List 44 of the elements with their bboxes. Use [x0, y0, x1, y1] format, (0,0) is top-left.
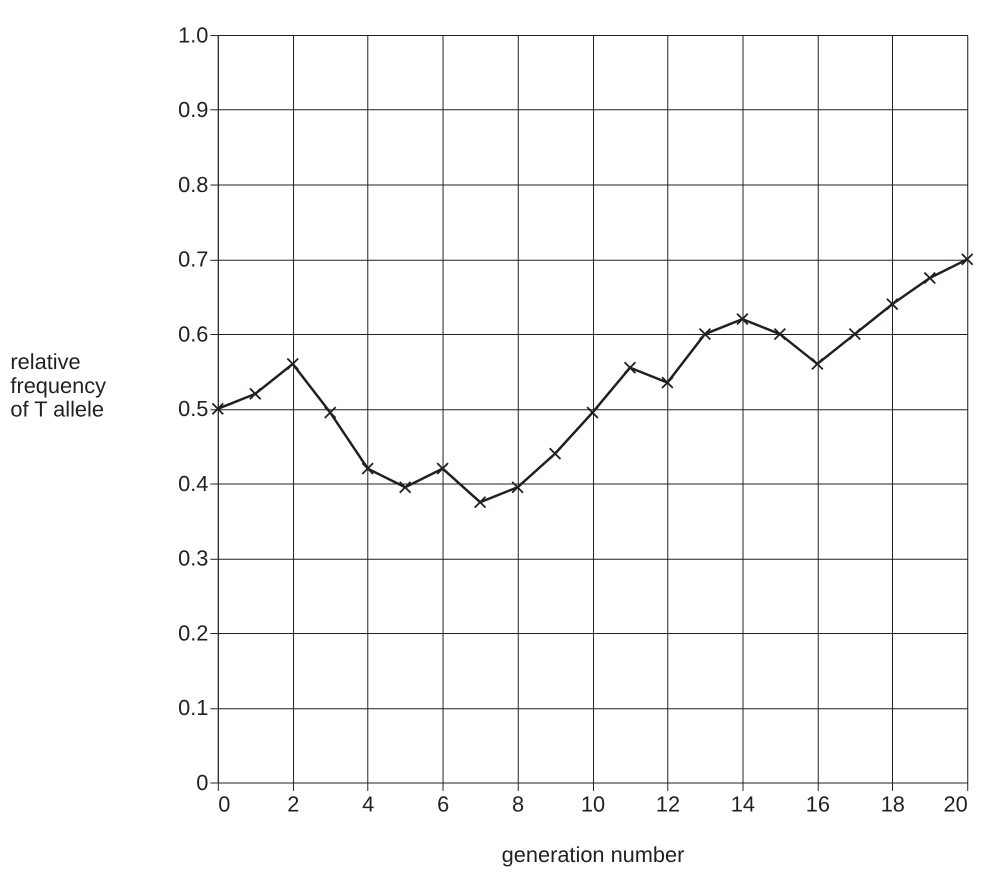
point [624, 361, 636, 374]
y-tick-label: 0.5 [178, 396, 208, 422]
point [736, 312, 749, 326]
point [511, 480, 524, 494]
x-tick-label: 12 [656, 792, 680, 817]
y-tick-label: 0.8 [178, 172, 208, 197]
x-tick-label: 10 [580, 792, 606, 817]
x-tick-label: 4 [362, 792, 374, 817]
x-tick-label: 14 [730, 792, 756, 817]
y-tick-label: 0.1 [178, 695, 208, 720]
y-axis-title: relative frequency of T allele [10, 349, 106, 422]
point [960, 252, 974, 266]
x-tick-label: 0 [218, 792, 230, 817]
point [923, 272, 936, 284]
point [698, 328, 712, 340]
point [774, 328, 786, 340]
point [286, 358, 300, 370]
point [474, 496, 486, 509]
point [361, 462, 374, 475]
y-tick-label: 1.0 [178, 22, 208, 48]
y-tick-label: 0.2 [178, 620, 208, 646]
y-tick-label: 0.9 [178, 97, 208, 122]
y-tick-label: 0.6 [178, 321, 208, 346]
x-tick-label: 2 [287, 792, 300, 817]
y-tick-label: 0.3 [178, 546, 208, 571]
x-tick-label: 6 [437, 792, 450, 817]
point [661, 376, 674, 389]
point [548, 447, 562, 460]
point [811, 358, 824, 370]
x-tick-label: 20 [944, 792, 968, 817]
x-tick-label: 16 [806, 792, 830, 817]
point [248, 388, 262, 400]
point [586, 406, 599, 419]
x-axis-title: generation number [502, 842, 684, 868]
x-tick-label: 18 [880, 792, 905, 817]
y-tick-label: 0.7 [178, 246, 208, 272]
point [324, 406, 337, 419]
y-tick-label: 0 [196, 770, 208, 795]
point [398, 480, 412, 494]
point [886, 298, 899, 310]
point [436, 462, 449, 475]
point [848, 328, 862, 340]
y-tick-label: 0.4 [178, 470, 208, 496]
x-tick-label: 8 [512, 792, 524, 817]
